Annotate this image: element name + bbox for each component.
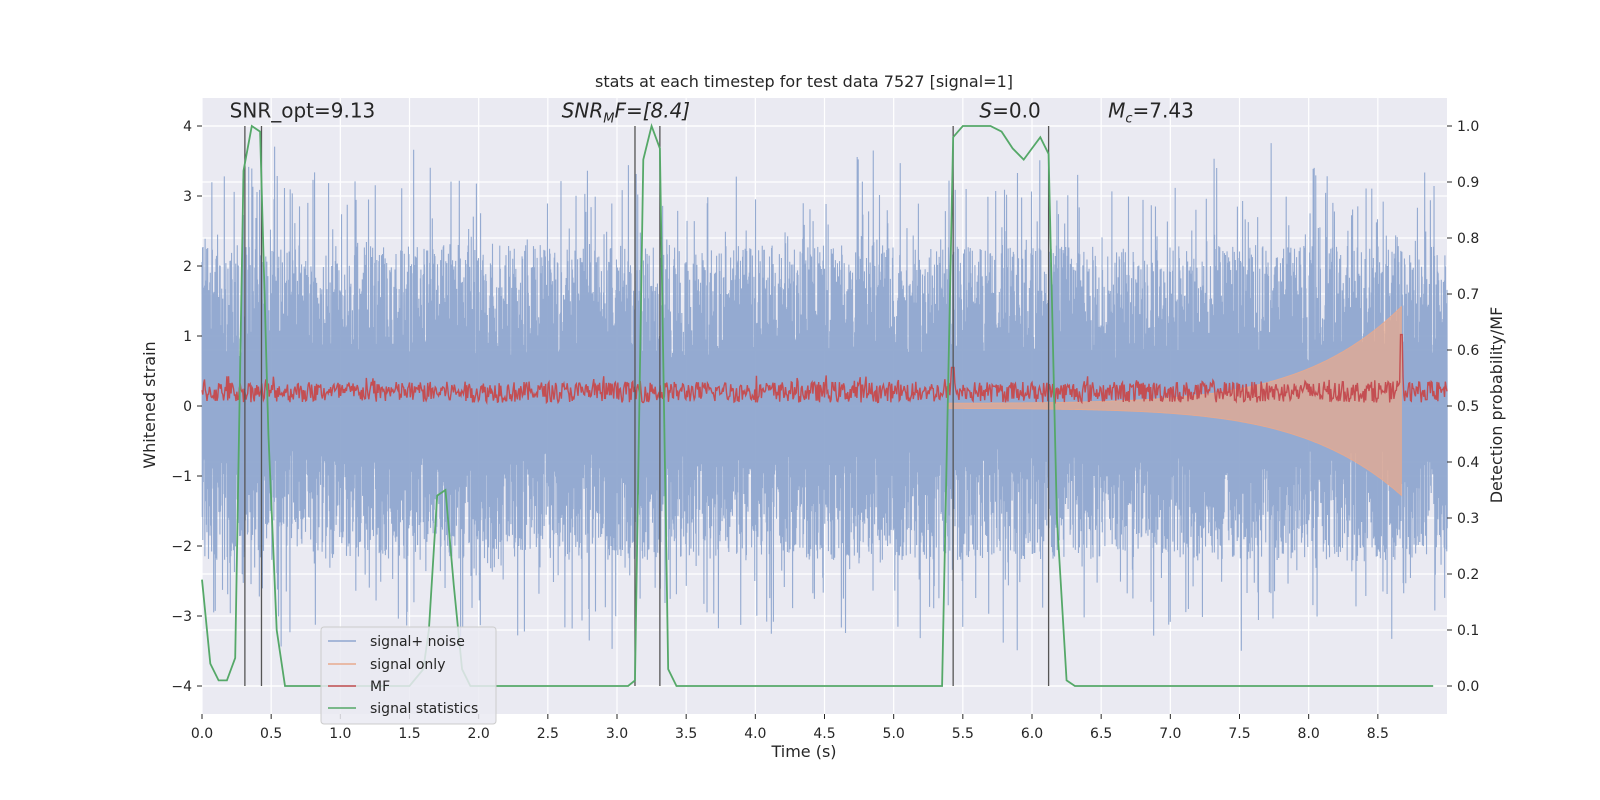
x-tick-label-17: 8.5 [1367, 726, 1389, 742]
annotation-snr-mf-label: SNR [562, 99, 604, 123]
annotation-s-suffix: =0.0 [992, 99, 1041, 123]
x-tick-label-13: 6.5 [1090, 726, 1112, 742]
annotation-snr-mf-sub: M [603, 112, 614, 127]
x-tick-label-3: 1.5 [398, 726, 420, 742]
annotation-mc-sub: c [1125, 112, 1132, 127]
y-right-tick-label-0: 0.0 [1457, 679, 1479, 695]
annotation-snr-mf: SNRMF=[8.4] [562, 99, 690, 127]
y-right-tick-label-7: 0.7 [1457, 287, 1479, 303]
x-tick-label-14: 7.0 [1159, 726, 1181, 742]
y-right-tick-label-10: 1.0 [1457, 119, 1479, 135]
annotation-mc-suffix: =7.43 [1133, 99, 1194, 123]
legend-box [320, 626, 497, 725]
y-right-tick-label-1: 0.1 [1457, 623, 1479, 639]
x-tick-label-0: 0.0 [191, 726, 213, 742]
y-tick-label-3: −1 [171, 469, 192, 485]
x-tick-label-16: 8.0 [1298, 726, 1320, 742]
y-right-axis-label: Detection probability/MF [1487, 307, 1506, 504]
y-tick-label-6: 2 [183, 259, 192, 275]
legend-label-signal-only: signal only [370, 657, 445, 673]
x-tick-label-10: 5.0 [883, 726, 905, 742]
legend-label-signal-statistics: signal statistics [370, 701, 478, 717]
x-tick-label-1: 0.5 [260, 726, 282, 742]
x-tick-label-15: 7.5 [1228, 726, 1250, 742]
y-tick-label-1: −3 [171, 609, 192, 625]
x-tick-label-9: 4.5 [813, 726, 835, 742]
y-tick-label-5: 1 [183, 329, 192, 345]
x-tick-label-5: 2.5 [537, 726, 559, 742]
series-signal-statistics-line [201, 122, 1434, 687]
legend-label-mf: MF [370, 679, 390, 695]
y-axis-label: Whitened strain [140, 341, 159, 468]
y-tick-label-8: 4 [183, 119, 192, 135]
y-right-tick-label-6: 0.6 [1457, 343, 1479, 359]
annotation-s-label: S [979, 99, 992, 123]
annotation-snr-opt: SNR_opt=9.13 [230, 99, 376, 123]
x-tick-label-7: 3.5 [675, 726, 697, 742]
y-right-tick-label-9: 0.9 [1457, 175, 1479, 191]
chart-title: stats at each timestep for test data 752… [595, 72, 1013, 91]
annotation-snr-mf-suffix: F=[8.4] [614, 99, 690, 123]
annotation-mc-value: Mc=7.43 [1108, 99, 1194, 127]
x-axis-label: Time (s) [770, 742, 836, 761]
x-tick-label-11: 5.5 [952, 726, 974, 742]
y-right-tick-label-5: 0.5 [1457, 399, 1479, 415]
y-right-tick-label-2: 0.2 [1457, 567, 1479, 583]
legend: signal+ noise signal only MF signal stat… [320, 626, 497, 725]
series-mf-line [201, 333, 1448, 406]
x-tick-label-4: 2.0 [468, 726, 490, 742]
y-right-tick-label-8: 0.8 [1457, 231, 1479, 247]
annotation-mc-label: M [1108, 99, 1125, 123]
legend-label-signal-noise: signal+ noise [370, 634, 465, 650]
y-tick-label-4: 0 [183, 399, 192, 415]
x-tick-label-6: 3.0 [606, 726, 628, 742]
x-tick-label-8: 4.0 [744, 726, 766, 742]
y-tick-label-0: −4 [171, 679, 192, 695]
annotation-s-value: S=0.0 [979, 99, 1040, 123]
y-right-tick-label-3: 0.3 [1457, 511, 1479, 527]
y-tick-label-7: 3 [183, 189, 192, 205]
y-tick-label-2: −2 [171, 539, 192, 555]
x-tick-label-12: 6.0 [1021, 726, 1043, 742]
x-tick-label-2: 1.0 [329, 726, 351, 742]
y-right-tick-label-4: 0.4 [1457, 455, 1479, 471]
